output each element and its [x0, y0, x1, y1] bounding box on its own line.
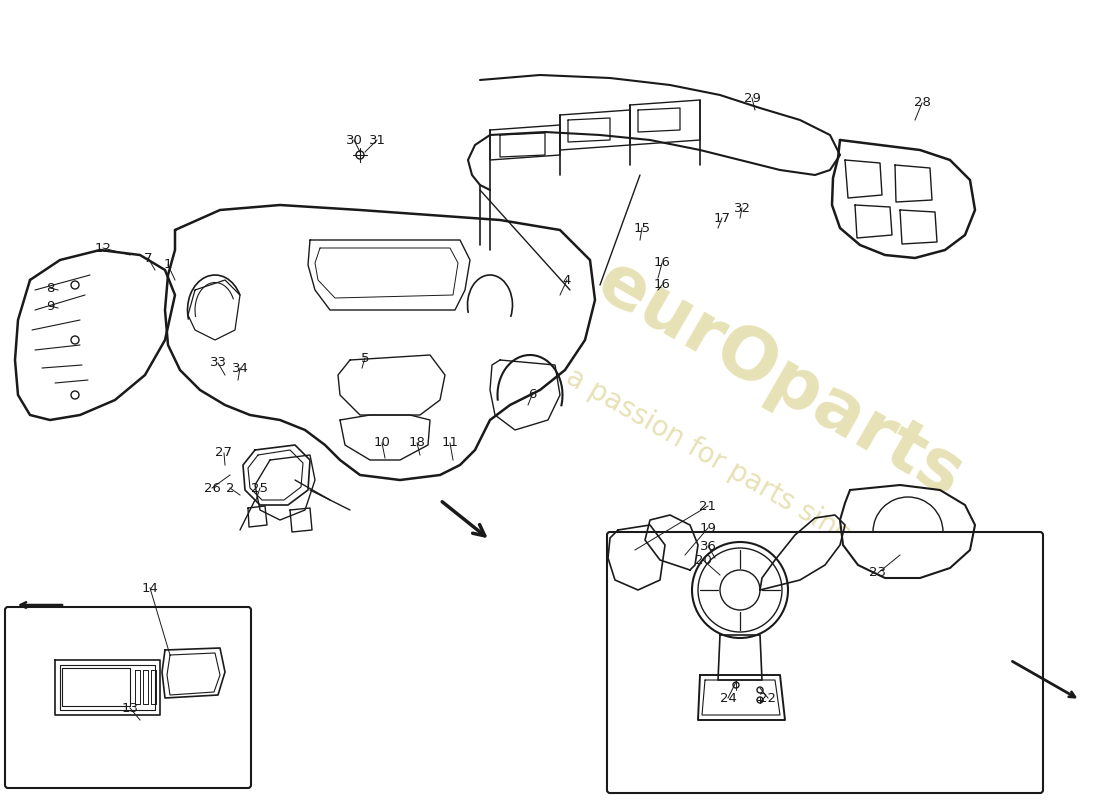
- Text: 33: 33: [209, 357, 227, 370]
- Text: 11: 11: [441, 437, 459, 450]
- Text: a passion for parts since 1985: a passion for parts since 1985: [561, 363, 938, 597]
- Text: 25: 25: [252, 482, 268, 494]
- FancyBboxPatch shape: [6, 607, 251, 788]
- Text: 24: 24: [719, 691, 736, 705]
- Text: 23: 23: [869, 566, 887, 579]
- Text: 36: 36: [700, 539, 716, 553]
- Text: 15: 15: [634, 222, 650, 234]
- Text: 4: 4: [563, 274, 571, 286]
- Text: eurOparts: eurOparts: [585, 247, 976, 513]
- Text: 32: 32: [734, 202, 750, 214]
- Text: 14: 14: [142, 582, 158, 594]
- Text: 18: 18: [408, 437, 426, 450]
- Text: 6: 6: [528, 389, 536, 402]
- Text: 16: 16: [653, 257, 670, 270]
- Text: 20: 20: [694, 554, 712, 566]
- Text: 7: 7: [144, 251, 152, 265]
- Text: 31: 31: [368, 134, 385, 146]
- Text: 9: 9: [46, 299, 54, 313]
- Text: 5: 5: [361, 351, 370, 365]
- Text: 28: 28: [914, 97, 931, 110]
- Text: 12: 12: [95, 242, 111, 254]
- Text: 21: 21: [700, 499, 716, 513]
- Text: 16: 16: [653, 278, 670, 291]
- Text: 1: 1: [164, 258, 173, 271]
- Text: 8: 8: [46, 282, 54, 294]
- Text: 30: 30: [345, 134, 362, 146]
- Text: 13: 13: [121, 702, 139, 714]
- Text: 29: 29: [744, 91, 760, 105]
- Text: 34: 34: [232, 362, 249, 374]
- Text: 26: 26: [204, 482, 220, 494]
- Text: 17: 17: [714, 211, 730, 225]
- Text: 22: 22: [759, 691, 777, 705]
- Text: 27: 27: [216, 446, 232, 459]
- Text: 2: 2: [226, 482, 234, 494]
- FancyBboxPatch shape: [607, 532, 1043, 793]
- Text: 19: 19: [700, 522, 716, 534]
- Text: 10: 10: [374, 437, 390, 450]
